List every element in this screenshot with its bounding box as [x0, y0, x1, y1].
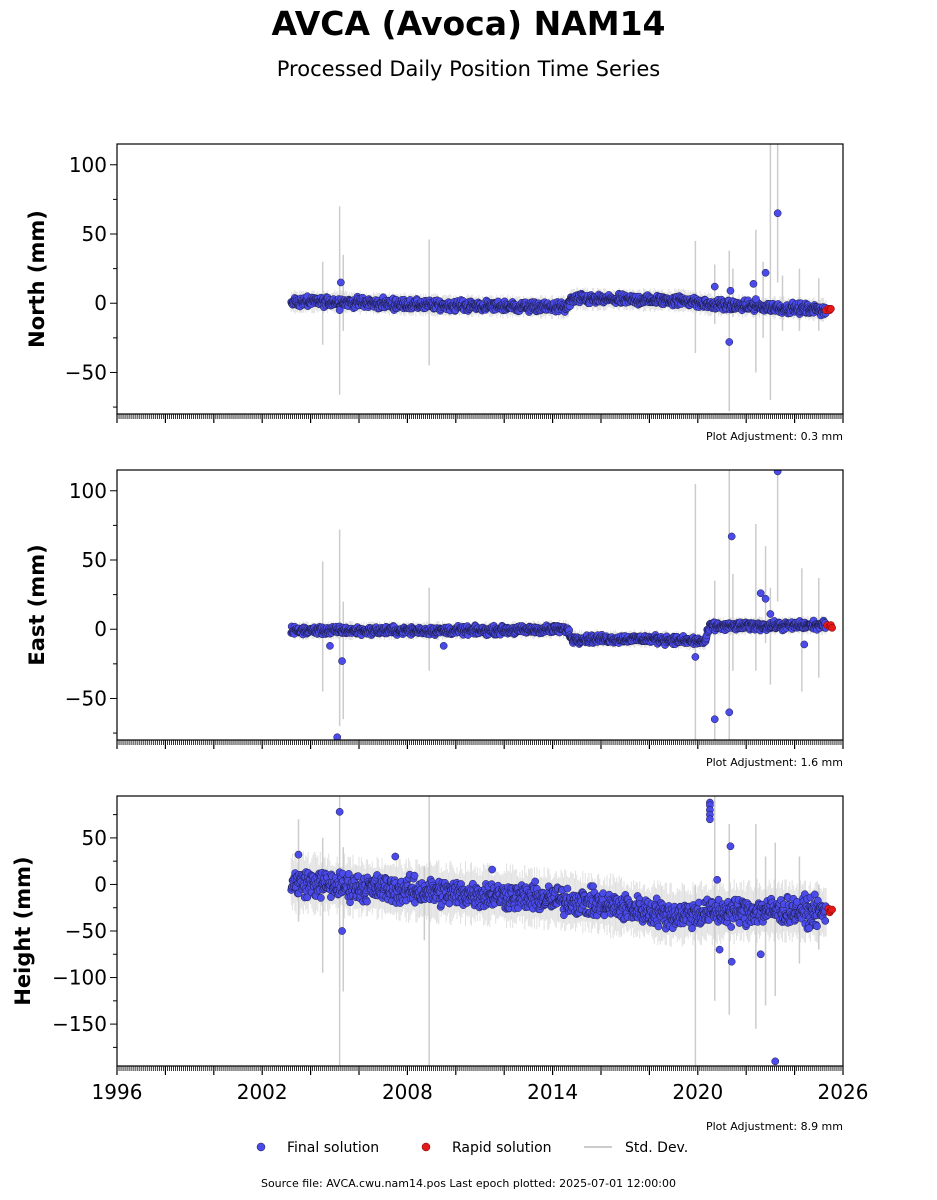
x-axis [116, 414, 844, 423]
final-point [710, 282, 719, 291]
x-axis [116, 740, 844, 749]
final-point [439, 641, 448, 650]
plot-area [287, 796, 836, 1066]
final-point [725, 708, 734, 717]
final-point [326, 641, 334, 650]
plot-area [287, 144, 835, 412]
final-solution-points [287, 209, 830, 346]
y-tick-label: 100 [69, 479, 107, 503]
y-tick-label: 0 [94, 617, 107, 641]
rapid-point [828, 623, 836, 632]
final-point [710, 715, 719, 724]
panel-1: 100 50 0 −50 North (mm) Plot Adjustment: 0.3 … [25, 143, 844, 443]
final-point [338, 657, 346, 665]
y-axis: 100 50 0 −50 [65, 153, 117, 408]
plot-adjustment-note: Plot Adjustment: 1.6 mm [706, 756, 843, 769]
final-point [691, 653, 700, 661]
final-point [727, 532, 736, 541]
chart-title: AVCA (Avoca) NAM14 [271, 4, 666, 43]
final-point [761, 268, 770, 277]
y-axis-label: North (mm) [25, 210, 49, 348]
y-tick-label: 100 [69, 153, 107, 177]
final-point [333, 733, 342, 740]
std-dev-bars [290, 470, 827, 740]
y-tick-label: −50 [65, 686, 107, 710]
plot-adjustment-note: Plot Adjustment: 0.3 mm [706, 430, 843, 443]
rapid-solution-points [822, 304, 835, 315]
final-solution-points [287, 798, 830, 1066]
chart-subtitle: Processed Daily Position Time Series [276, 57, 661, 81]
std-dev-bars [290, 144, 827, 412]
std-dev-bars [290, 796, 827, 1066]
final-point [761, 594, 770, 603]
final-point [363, 897, 371, 906]
final-point [327, 893, 335, 902]
final-point [344, 870, 353, 878]
plot-area [287, 470, 836, 740]
final-point [773, 470, 782, 476]
axes-frame [116, 143, 844, 415]
y-tick-label: 50 [82, 222, 107, 246]
final-point [337, 278, 345, 287]
final-point [317, 894, 325, 902]
rapid-solution-points [823, 621, 836, 632]
final-point [766, 610, 775, 618]
final-point [725, 338, 734, 346]
final-point [303, 893, 312, 902]
final-point [773, 209, 782, 218]
final-point [410, 871, 419, 880]
y-axis: 100 50 0 −50 [65, 479, 117, 734]
rapid-point [827, 304, 835, 313]
y-tick-label: 0 [94, 291, 107, 315]
final-point [335, 306, 344, 315]
final-point [726, 286, 735, 295]
y-tick-label: −50 [65, 360, 107, 384]
final-point [752, 295, 760, 303]
panel-2: 100 50 0 −50 East (mm) Plot Adjustment: 1.6 m… [25, 469, 844, 769]
axes-frame [116, 469, 844, 741]
y-tick-label: 50 [82, 548, 107, 572]
final-solution-points [287, 470, 830, 740]
final-point [756, 589, 765, 598]
final-point [749, 279, 758, 288]
y-axis-label: East (mm) [25, 544, 49, 665]
final-point [800, 640, 809, 649]
